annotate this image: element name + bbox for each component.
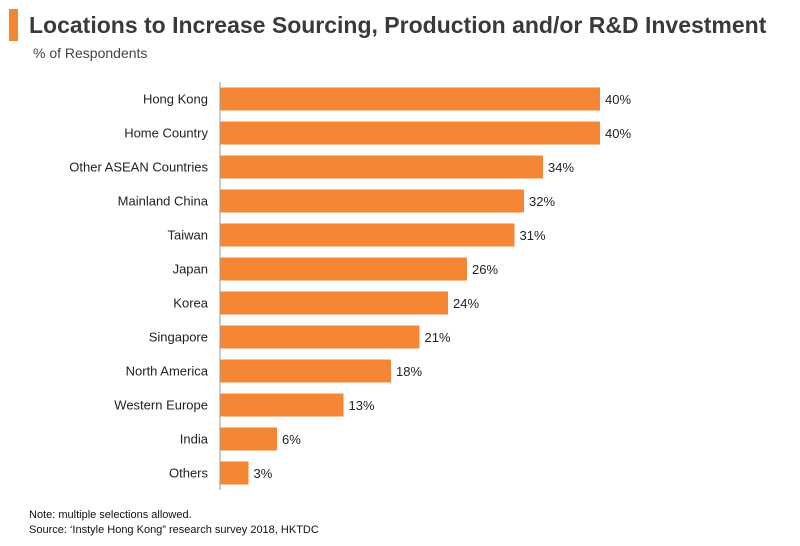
category-label: Other ASEAN Countries xyxy=(69,160,208,175)
chart-header: Locations to Increase Sourcing, Producti… xyxy=(9,8,766,42)
bar xyxy=(220,393,344,417)
data-label: 31% xyxy=(520,228,546,243)
data-label: 21% xyxy=(425,330,451,345)
bar xyxy=(220,325,420,349)
bar xyxy=(220,427,277,451)
data-label: 3% xyxy=(254,466,273,481)
data-label: 18% xyxy=(396,364,422,379)
chart-notes: Note: multiple selections allowed. Sourc… xyxy=(29,508,319,538)
data-label: 34% xyxy=(548,160,574,175)
category-label: Hong Kong xyxy=(143,92,208,107)
bar xyxy=(220,87,600,111)
bar xyxy=(220,291,448,315)
category-label: Home Country xyxy=(124,126,208,141)
data-label: 6% xyxy=(282,432,301,447)
category-label: Korea xyxy=(173,296,208,311)
data-label: 40% xyxy=(605,126,631,141)
source-text: Source: ‘Instyle Hong Kong” research sur… xyxy=(29,524,319,536)
chart-title: Locations to Increase Sourcing, Producti… xyxy=(29,11,767,38)
data-label: 26% xyxy=(472,262,498,277)
category-label: Mainland China xyxy=(118,194,209,209)
bar xyxy=(220,223,515,247)
category-label: Japan xyxy=(173,262,208,277)
category-label: Singapore xyxy=(149,330,208,345)
bar xyxy=(220,121,600,145)
bar xyxy=(220,257,467,281)
category-label: Taiwan xyxy=(168,228,208,243)
chart-subtitle: % of Respondents xyxy=(33,45,148,61)
note-text: Note: multiple selections allowed. xyxy=(29,509,192,521)
category-label: Others xyxy=(169,466,209,481)
bar xyxy=(220,189,524,213)
data-label: 40% xyxy=(605,92,631,107)
title-accent-bar xyxy=(9,9,18,41)
data-label: 13% xyxy=(349,398,375,413)
bar xyxy=(220,461,249,485)
category-label: North America xyxy=(126,364,209,379)
bar xyxy=(220,155,543,179)
data-label: 32% xyxy=(529,194,555,209)
data-label: 24% xyxy=(453,296,479,311)
bar xyxy=(220,359,391,383)
category-label: Western Europe xyxy=(114,398,208,413)
category-label: India xyxy=(180,432,209,447)
